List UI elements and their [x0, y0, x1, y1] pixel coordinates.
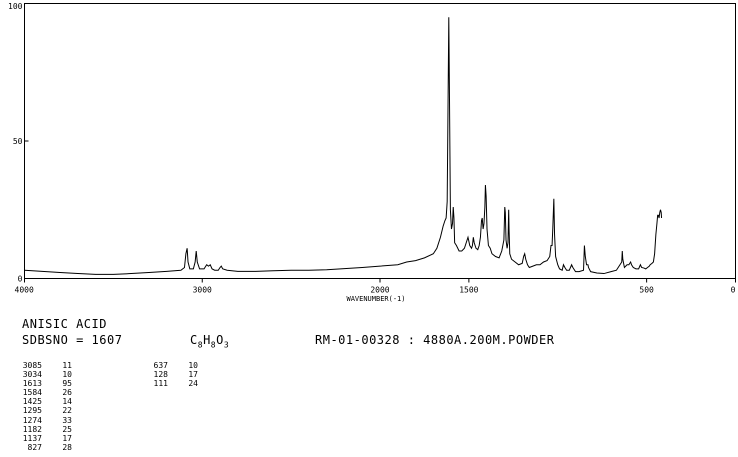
formula-h-count: 8 [210, 340, 217, 350]
peak-row: 1137 17 [20, 434, 72, 443]
peak-row: 637 10 [146, 361, 198, 370]
peak-table-column-1: 3085 11 3034 10 1613 95 1584 26 1425 14 1295 2… [20, 361, 72, 452]
peak-wavenumber: 111 [153, 379, 168, 389]
peak-intensity: 17 [188, 370, 198, 380]
peak-intensity: 17 [62, 433, 72, 443]
peak-wavenumber: 1182 [22, 424, 42, 434]
peak-row: 1182 25 [20, 425, 72, 434]
peak-intensity: 10 [188, 361, 198, 370]
x-tick-label: 2000 [370, 286, 389, 295]
y-tick-label: 0 [18, 275, 23, 284]
sdbs-number: SDBSNO = 1607 [22, 333, 123, 347]
peak-row: 1613 95 [20, 379, 72, 388]
peak-wavenumber: 1274 [22, 415, 42, 425]
sample-info: RM-01-00328 : 4880A.200M.POWDER [315, 333, 555, 347]
peak-wavenumber: 128 [153, 370, 168, 380]
peak-wavenumber: 1613 [22, 379, 42, 389]
peak-wavenumber: 3034 [22, 370, 42, 380]
peak-table-column-2: 637 10 128 17 111 24 [146, 361, 198, 388]
x-tick-label: 1500 [459, 286, 478, 295]
peak-intensity: 24 [188, 379, 198, 389]
peak-row: 827 28 [20, 443, 72, 452]
y-tick-label: 100 [8, 2, 23, 11]
peak-row: 1295 22 [20, 406, 72, 415]
peak-row: 1274 33 [20, 416, 72, 425]
ir-spectrum-chart: 0 50 100 4000 3000 2000 1500 500 0 WAVENUMBER(-… [8, 2, 736, 303]
peak-intensity: 10 [62, 370, 72, 380]
peak-intensity: 22 [62, 406, 72, 416]
x-tick-label: 500 [639, 286, 654, 295]
plot-frame [24, 3, 736, 279]
y-axis-ticks: 0 50 100 [8, 2, 29, 284]
peak-wavenumber: 1295 [22, 406, 42, 416]
compound-name: ANISIC ACID [22, 317, 107, 331]
peak-intensity: 28 [62, 442, 72, 452]
peak-wavenumber: 637 [153, 361, 168, 370]
formula-o-count: 3 [223, 340, 230, 350]
peak-wavenumber: 3085 [22, 361, 42, 370]
x-tick-label: 0 [731, 286, 736, 295]
y-tick-label: 50 [13, 137, 23, 146]
peak-row: 3034 10 [20, 370, 72, 379]
peak-wavenumber: 827 [27, 442, 42, 452]
peak-intensity: 95 [62, 379, 72, 389]
formula-o: O [216, 333, 224, 347]
peak-intensity: 11 [62, 361, 72, 370]
peak-row: 3085 11 [20, 361, 72, 370]
peak-row: 1584 26 [20, 388, 72, 397]
x-tick-label: 4000 [15, 286, 34, 295]
formula-c: C [190, 333, 198, 347]
peak-row: 128 17 [146, 370, 198, 379]
x-axis-title: WAVENUMBER(-1) [346, 295, 405, 303]
peak-row: 111 24 [146, 379, 198, 388]
formula-h: H [203, 333, 211, 347]
formula-c-count: 8 [197, 340, 204, 350]
peak-intensity: 33 [62, 415, 72, 425]
peak-wavenumber: 1425 [22, 397, 42, 407]
x-axis-ticks: 4000 3000 2000 1500 500 0 [15, 278, 736, 295]
peak-wavenumber: 1584 [22, 388, 42, 398]
peak-intensity: 25 [62, 424, 72, 434]
spectrum-series-line [24, 17, 663, 275]
molecular-formula: C8H8O3 [190, 333, 229, 349]
peak-wavenumber: 1137 [22, 433, 42, 443]
peak-intensity: 14 [62, 397, 72, 407]
peak-row: 1425 14 [20, 397, 72, 406]
x-tick-label: 3000 [193, 286, 212, 295]
peak-intensity: 26 [62, 388, 72, 398]
